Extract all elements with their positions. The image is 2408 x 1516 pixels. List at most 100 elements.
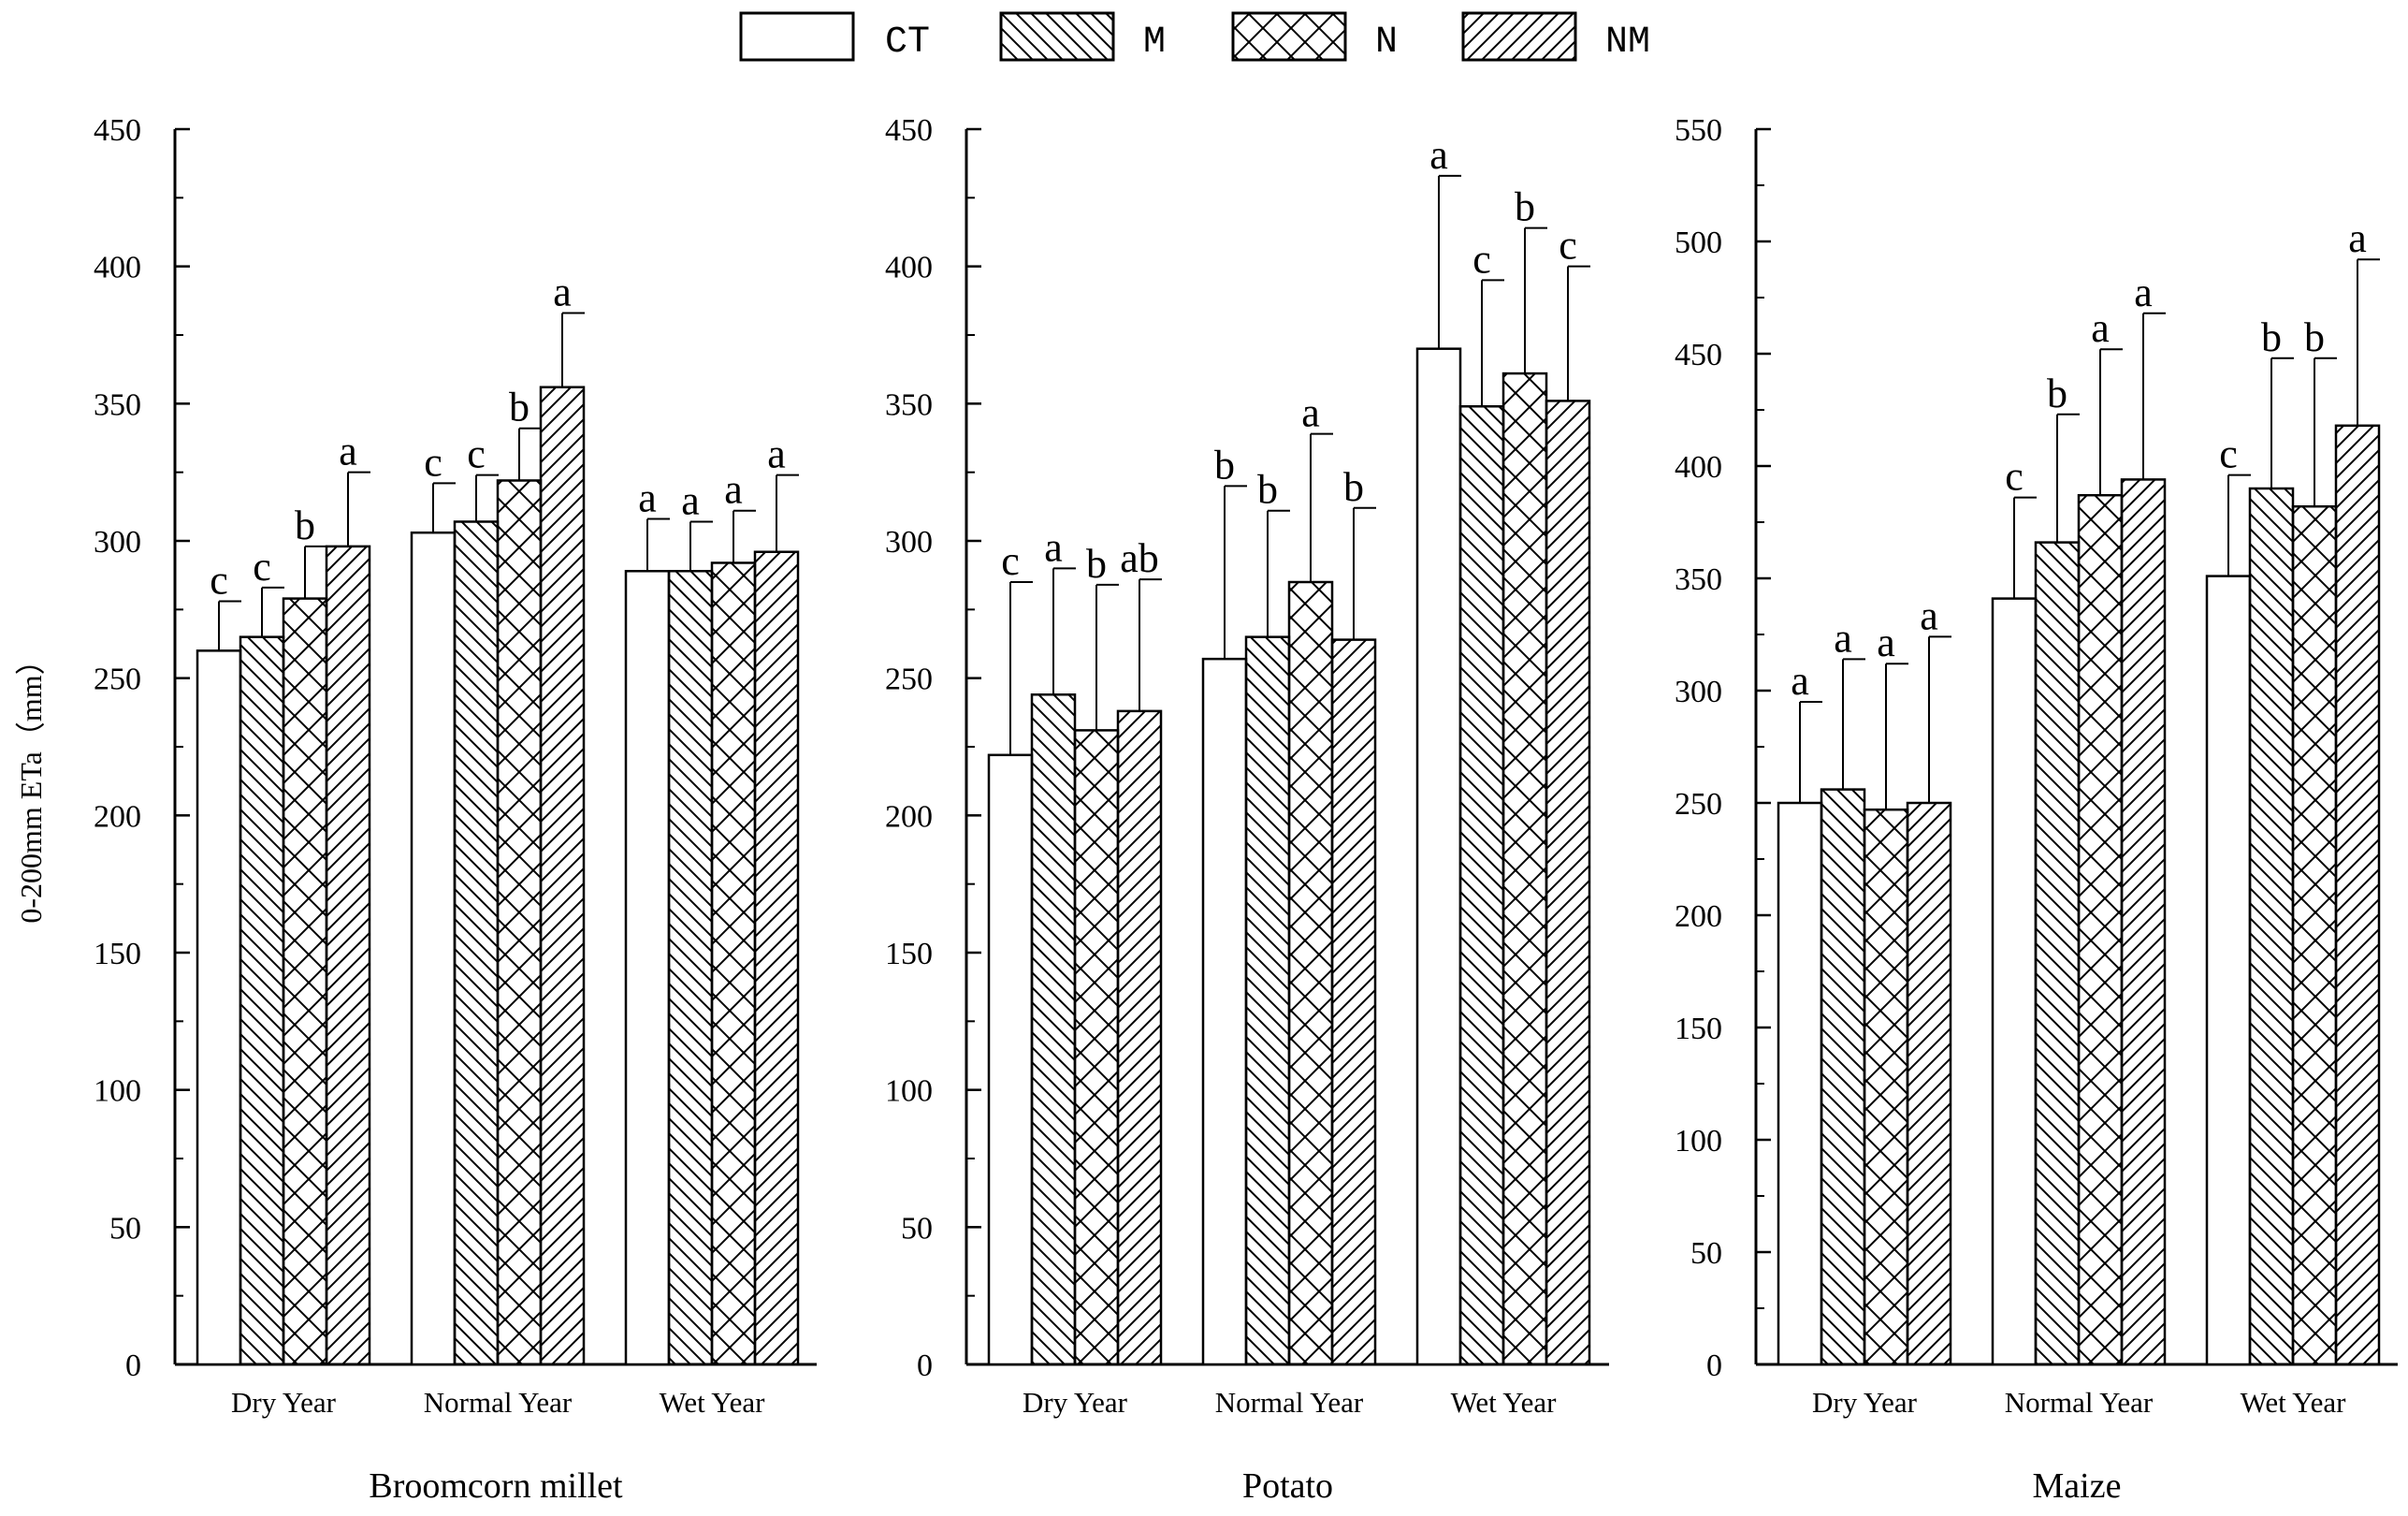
bar-n [496,479,543,1366]
significance-label: c [210,558,228,604]
x-category-label: Dry Year [1023,1386,1128,1419]
x-category-label: Wet Year [660,1386,766,1419]
y-tick-label: 550 [1675,113,1722,148]
significance-label: c [1559,223,1577,269]
legend-item-m: M [999,11,1166,64]
significance-label: c [2005,454,2024,500]
bar-ct [987,753,1034,1366]
y-axis-label: 0-200mm ETa（mm） [14,645,48,923]
significance-label: a [339,429,357,474]
legend-item-nm: NM [1461,11,1650,64]
y-tick-label: 0 [1706,1348,1722,1383]
y-tick-label: 400 [94,251,141,285]
bar-m [2034,541,2081,1366]
bar-ct [1201,657,1248,1366]
significance-label: c [1472,236,1491,282]
bar-m [239,635,285,1366]
y-tick-label: 450 [885,113,933,148]
bar-m [2248,487,2295,1366]
y-tick-label: 100 [885,1074,933,1109]
bar-nm [2120,478,2167,1366]
bar-nm [539,386,586,1366]
y-tick-label: 250 [94,663,141,697]
legend-swatch-nm [1461,11,1577,62]
y-tick-label: 150 [94,937,141,971]
legend-swatch-ct [739,11,855,62]
bar-ct [1415,347,1462,1366]
bar-n [2291,504,2338,1366]
y-tick-label: 450 [1675,338,1722,372]
significance-label: a [2091,305,2110,351]
bar-n [1287,580,1334,1366]
bar-m [1458,405,1505,1366]
bar-n [1501,372,1548,1366]
legend: CT M N NM [739,11,1650,64]
x-category-label: Normal Year [2005,1386,2154,1419]
bar-n [1073,729,1120,1366]
x-category-label: Dry Year [231,1386,337,1419]
significance-label: c [467,431,486,477]
significance-label: a [2134,270,2153,315]
x-category-label: Normal Year [424,1386,573,1419]
x-category-label: Normal Year [1215,1386,1364,1419]
y-tick-label: 450 [94,113,141,148]
bar-ct [410,531,457,1366]
significance-label: a [638,475,657,521]
significance-label: c [1001,538,1020,584]
significance-label: a [1791,658,1809,704]
significance-label: b [1257,467,1278,513]
significance-label: b [1515,184,1535,230]
significance-label: a [681,477,700,523]
significance-label: b [1086,541,1107,587]
panel-maize: 0 50 100 150 200 250 300 350 400 450 500 550 Dry Yea… [1675,113,2398,1506]
bar-n [1863,808,1909,1366]
bar-ct [196,649,242,1366]
bar-m [453,520,500,1366]
bar-nm [1906,801,1952,1366]
significance-label: b [1343,464,1364,510]
legend-item-ct: CT [739,11,930,64]
significance-label: b [2047,371,2067,416]
y-tick-label: 50 [109,1211,141,1246]
bar-n [710,561,757,1366]
y-tick-label: 500 [1675,226,1722,260]
significance-label: ab [1120,535,1159,581]
panel-title: Potato [1242,1466,1333,1506]
y-tick-label: 150 [1675,1012,1722,1046]
bar-ct [624,570,671,1366]
y-tick-label: 150 [885,937,933,971]
significance-label: b [2261,314,2282,360]
y-tick-label: 350 [1675,562,1722,597]
y-tick-label: 200 [94,799,141,834]
significance-label: a [1920,592,1938,638]
y-tick-label: 300 [1675,675,1722,709]
panel-title: Maize [2033,1466,2122,1506]
bar-nm [1545,400,1591,1366]
bar-ct [1991,597,2038,1366]
significance-label: a [1301,390,1320,436]
significance-label: a [553,270,572,315]
legend-label-ct: CT [885,22,930,64]
x-category-label: Wet Year [1451,1386,1558,1419]
y-tick-label: 200 [1675,899,1722,934]
y-tick-label: 400 [885,251,933,285]
bar-nm [325,545,371,1366]
bar-m [667,570,714,1366]
significance-label: a [724,467,743,513]
bar-ct [1777,801,1823,1366]
significance-label: a [1429,132,1448,178]
y-tick-label: 100 [94,1074,141,1109]
legend-swatch-n [1231,11,1347,62]
bar-ct [2205,575,2252,1366]
bar-m [1820,788,1866,1366]
significance-label: c [424,439,442,485]
y-tick-label: 300 [94,525,141,560]
legend-label-n: N [1375,22,1398,64]
y-tick-label: 100 [1675,1124,1722,1159]
y-tick-label: 250 [1675,787,1722,822]
significance-label: c [2219,431,2238,477]
